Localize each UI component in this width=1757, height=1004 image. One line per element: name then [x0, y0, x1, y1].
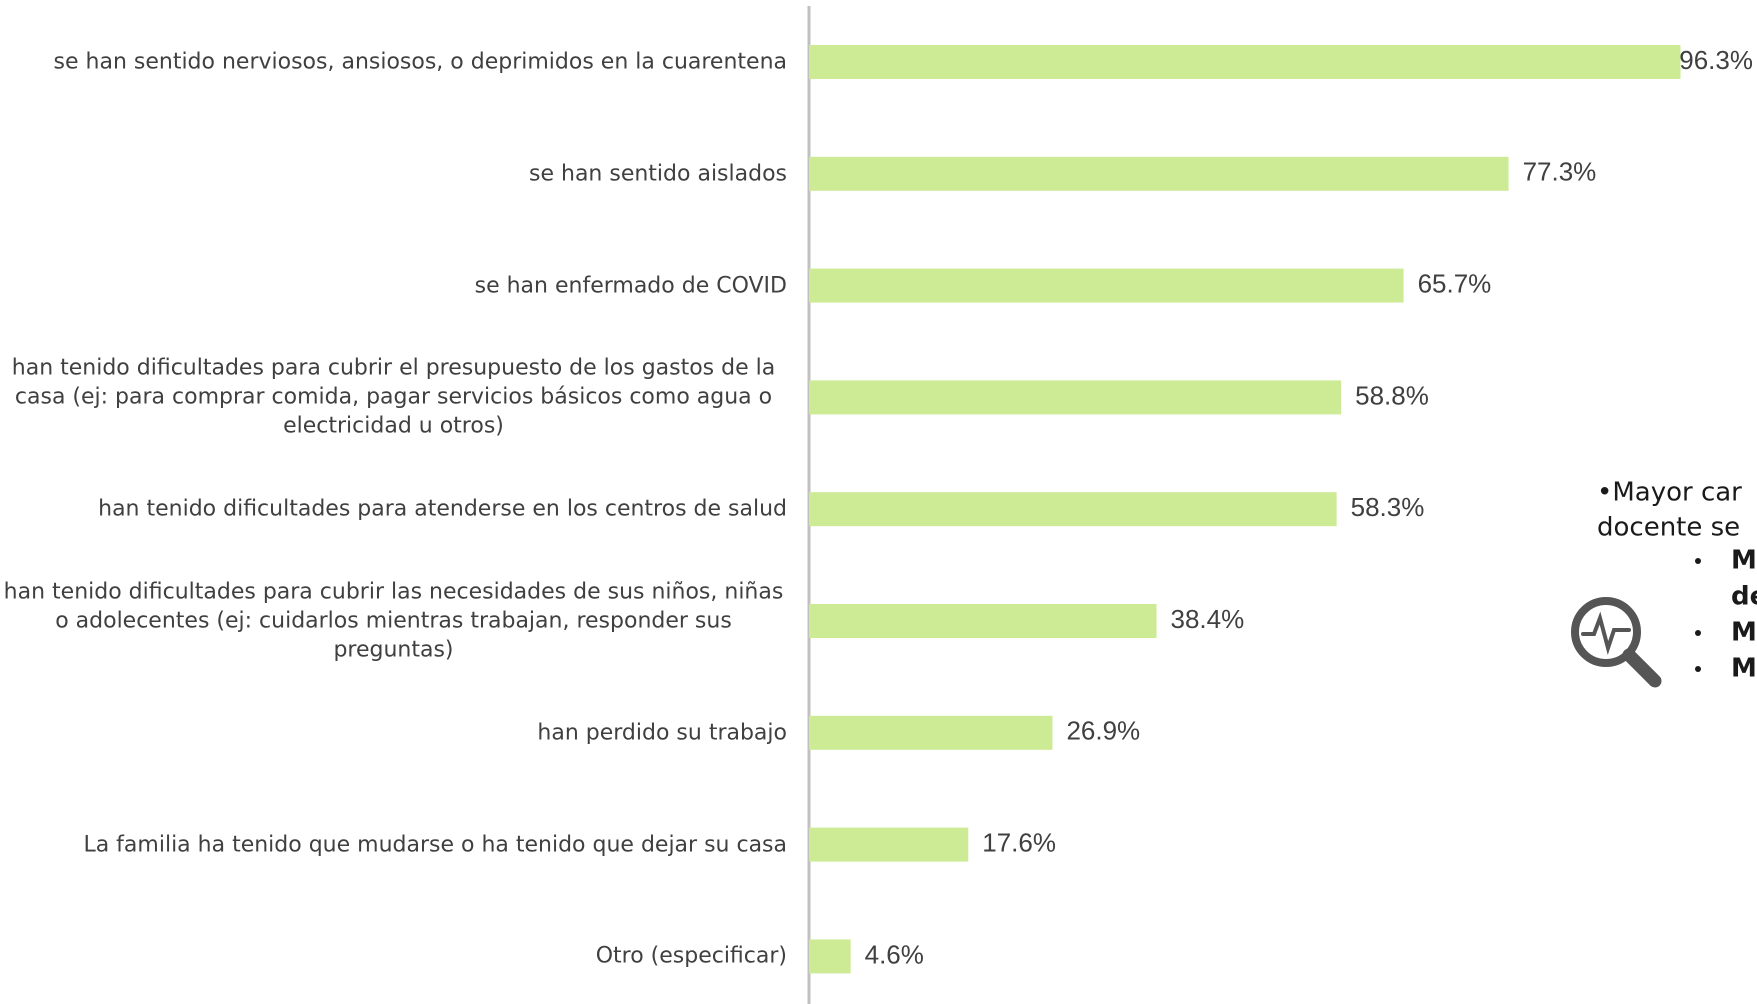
annotation-bullet: de — [1731, 582, 1757, 612]
value-label: 26.9% — [1066, 716, 1140, 746]
bar — [809, 45, 1681, 79]
bar — [809, 156, 1509, 191]
bullet-dot — [1695, 558, 1701, 564]
category-label: se han sentido aislados — [529, 161, 787, 187]
annotation-bullets: M de M M — [1695, 546, 1757, 684]
bar — [809, 715, 1053, 750]
annotation-bullet: M — [1731, 618, 1757, 648]
annotation-bullet: M — [1731, 654, 1757, 684]
category-label: La familia ha tenido que mudarse o ha te… — [83, 832, 787, 858]
bullet-dot — [1695, 630, 1701, 636]
bar — [809, 492, 1337, 527]
value-label: 4.6% — [865, 939, 924, 969]
magnifier-icon — [1571, 597, 1662, 688]
bar — [809, 380, 1342, 415]
category-label: han tenido dificultades para atenderse e… — [98, 496, 787, 522]
value-label: 58.3% — [1351, 492, 1425, 522]
value-label: 58.8% — [1355, 380, 1429, 410]
category-label: han tenido dificultades para cubrir las … — [3, 579, 784, 663]
bullet-dot — [1695, 666, 1701, 672]
category-label: se han sentido nerviosos, ansiosos, o de… — [53, 49, 787, 75]
value-label: 77.3% — [1523, 157, 1597, 187]
annotation-line: •Mayor car — [1597, 478, 1742, 508]
value-label: 17.6% — [982, 827, 1056, 857]
category-label: han tenido dificultades para cubrir el p… — [11, 355, 776, 439]
bar — [809, 268, 1404, 303]
category-label: han perdido su trabajo — [537, 720, 787, 746]
category-label: Otro (especificar) — [595, 943, 787, 969]
bar — [809, 939, 851, 974]
annotation-line: docente se — [1597, 513, 1740, 543]
value-label: 65.7% — [1418, 268, 1492, 298]
annotation-bullet: M — [1731, 546, 1757, 576]
value-label: 38.4% — [1171, 604, 1245, 634]
category-label: se han enfermado de COVID — [474, 273, 787, 299]
bar — [809, 604, 1157, 638]
value-label: 96.3% — [1679, 45, 1753, 75]
bar — [809, 827, 969, 862]
